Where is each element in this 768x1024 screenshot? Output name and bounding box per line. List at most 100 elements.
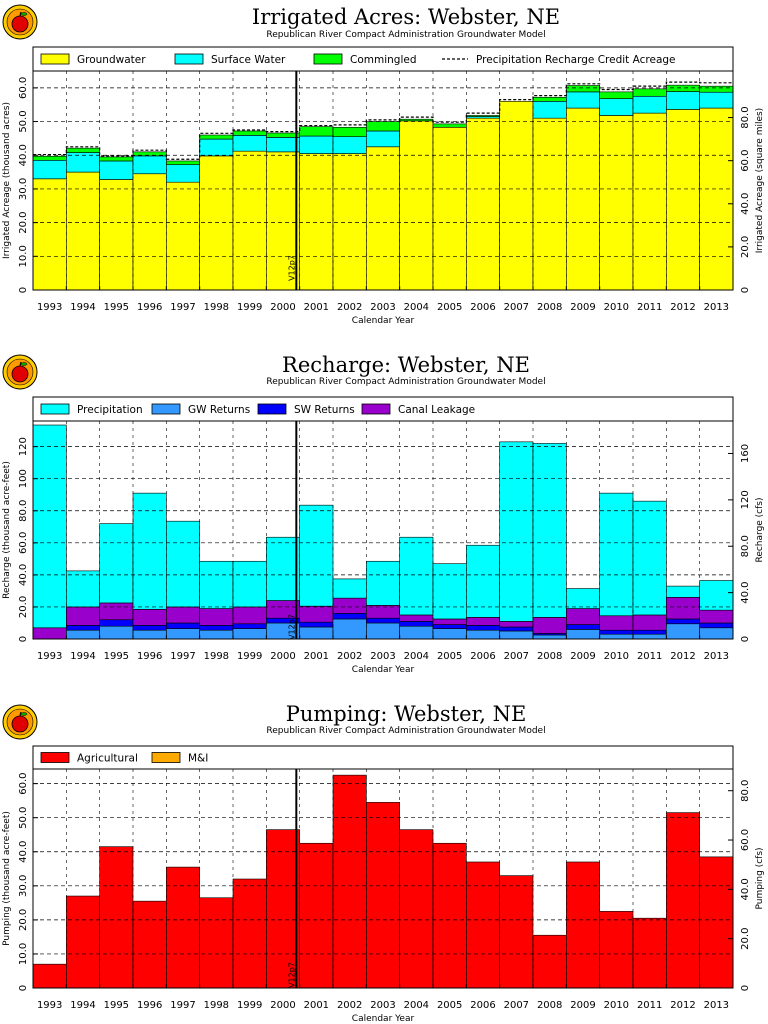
bar-segment <box>599 91 634 99</box>
x-tick-label: 2007 <box>504 1000 529 1011</box>
legend-swatch <box>40 403 70 415</box>
bar-segment <box>299 126 334 137</box>
bar-segment <box>432 842 467 989</box>
y-tick-label: 60.0 <box>18 77 29 99</box>
bar-segment <box>599 115 634 291</box>
bar-segment <box>466 617 500 626</box>
bar-segment <box>499 441 534 622</box>
x-tick-label: 2003 <box>370 651 395 662</box>
x-tick-label: 1993 <box>37 1000 62 1011</box>
bar-segment <box>666 91 700 110</box>
y-tick-label: 0 <box>18 985 29 991</box>
bar-segment <box>166 606 200 624</box>
bar-segment <box>99 602 134 621</box>
x-tick-label: 2008 <box>537 1000 562 1011</box>
bar-segment <box>66 895 100 989</box>
bar-segment <box>232 135 267 152</box>
y2-tick-label: 80.0 <box>740 535 751 557</box>
x-tick-label: 1995 <box>104 1000 129 1011</box>
bar-segment <box>99 179 134 291</box>
bar-segment <box>666 84 700 92</box>
bar-segment <box>32 627 67 640</box>
x-axis-label: Calendar Year <box>352 1014 415 1024</box>
bar-segment <box>366 617 400 624</box>
bar-segment <box>99 160 134 180</box>
legend-label: Canal Leakage <box>398 404 475 416</box>
logo-apple-icon <box>2 4 38 40</box>
bar-segment <box>99 625 134 640</box>
bar-segment <box>566 85 600 93</box>
x-tick-label: 1998 <box>204 1000 229 1011</box>
x-tick-label: 1999 <box>237 1000 262 1011</box>
x-tick-label: 2012 <box>670 651 695 662</box>
bar-segment <box>666 585 700 598</box>
bar-segment <box>566 107 600 291</box>
bar-segment <box>166 866 200 989</box>
bar-segment <box>532 617 567 634</box>
y2-tick-label: 40.0 <box>740 581 751 603</box>
legend-label: GW Returns <box>188 404 250 416</box>
chart-title: Irrigated Acres: Webster, NE <box>252 5 560 29</box>
legend-box <box>32 745 734 770</box>
x-tick-label: 2004 <box>404 302 429 313</box>
x-tick-label: 1994 <box>70 651 95 662</box>
bar-segment <box>299 153 334 291</box>
y-tick-label: 40.0 <box>18 841 29 863</box>
x-tick-label: 1996 <box>137 302 162 313</box>
bar-segment <box>499 875 534 989</box>
y-tick-label: 80.0 <box>18 500 29 522</box>
legend-label: Commingled <box>350 54 417 66</box>
bar-segment <box>666 618 700 625</box>
bar-segment <box>366 121 400 132</box>
bar-segment <box>232 878 267 989</box>
x-tick-label: 1998 <box>204 302 229 313</box>
bar-segment <box>366 560 400 606</box>
x-tick-label: 2004 <box>404 651 429 662</box>
legend-swatch <box>313 53 343 65</box>
y-tick-label: 30.0 <box>18 178 29 200</box>
bar-segment <box>666 812 700 989</box>
bar-segment <box>532 634 567 640</box>
y-tick-label: 60.0 <box>18 773 29 795</box>
bar-segment <box>199 608 234 626</box>
bar-segment <box>66 171 100 291</box>
y-axis-label: Irrigated Acreage (thousand acres) <box>2 102 12 259</box>
bar-segment <box>32 159 67 180</box>
y-tick-label: 20.0 <box>18 211 29 233</box>
bar-segment <box>532 96 567 102</box>
bar-segment <box>166 164 200 183</box>
chart-subtitle: Republican River Compact Administration … <box>266 726 545 736</box>
y-tick-label: 60.0 <box>18 532 29 554</box>
bar-segment <box>66 147 100 153</box>
bar-segment <box>366 622 400 640</box>
reference-line-label: V12p7 <box>287 255 296 281</box>
bar-segment <box>632 917 667 989</box>
x-tick-label: 1994 <box>70 1000 95 1011</box>
bar-segment <box>199 629 234 640</box>
logo-apple-body <box>11 715 29 733</box>
x-tick-label: 2006 <box>470 651 495 662</box>
bar-segment <box>166 622 200 629</box>
bar-segment <box>499 626 534 632</box>
bar-segment <box>432 618 467 625</box>
y-tick-label: 50.0 <box>18 110 29 132</box>
y2-tick-label: 160 <box>740 444 751 463</box>
y-tick-label: 40.0 <box>18 144 29 166</box>
bar-segment <box>266 132 300 138</box>
legend-label: Precipitation <box>77 404 143 416</box>
x-tick-label: 2006 <box>470 302 495 313</box>
legend-swatch <box>174 53 204 65</box>
y2-tick-label: 60.0 <box>740 829 751 851</box>
bar-segment <box>699 580 734 611</box>
x-tick-label: 1993 <box>37 302 62 313</box>
bar-segment <box>66 606 100 626</box>
bar-segment <box>399 536 434 616</box>
bar-segment <box>366 146 400 291</box>
bar-segment <box>232 130 267 136</box>
bar-segment <box>132 900 167 989</box>
bar-segment <box>532 443 567 618</box>
bar-segment <box>566 588 600 609</box>
bar-segment <box>632 629 667 635</box>
x-tick-label: 2005 <box>437 651 462 662</box>
